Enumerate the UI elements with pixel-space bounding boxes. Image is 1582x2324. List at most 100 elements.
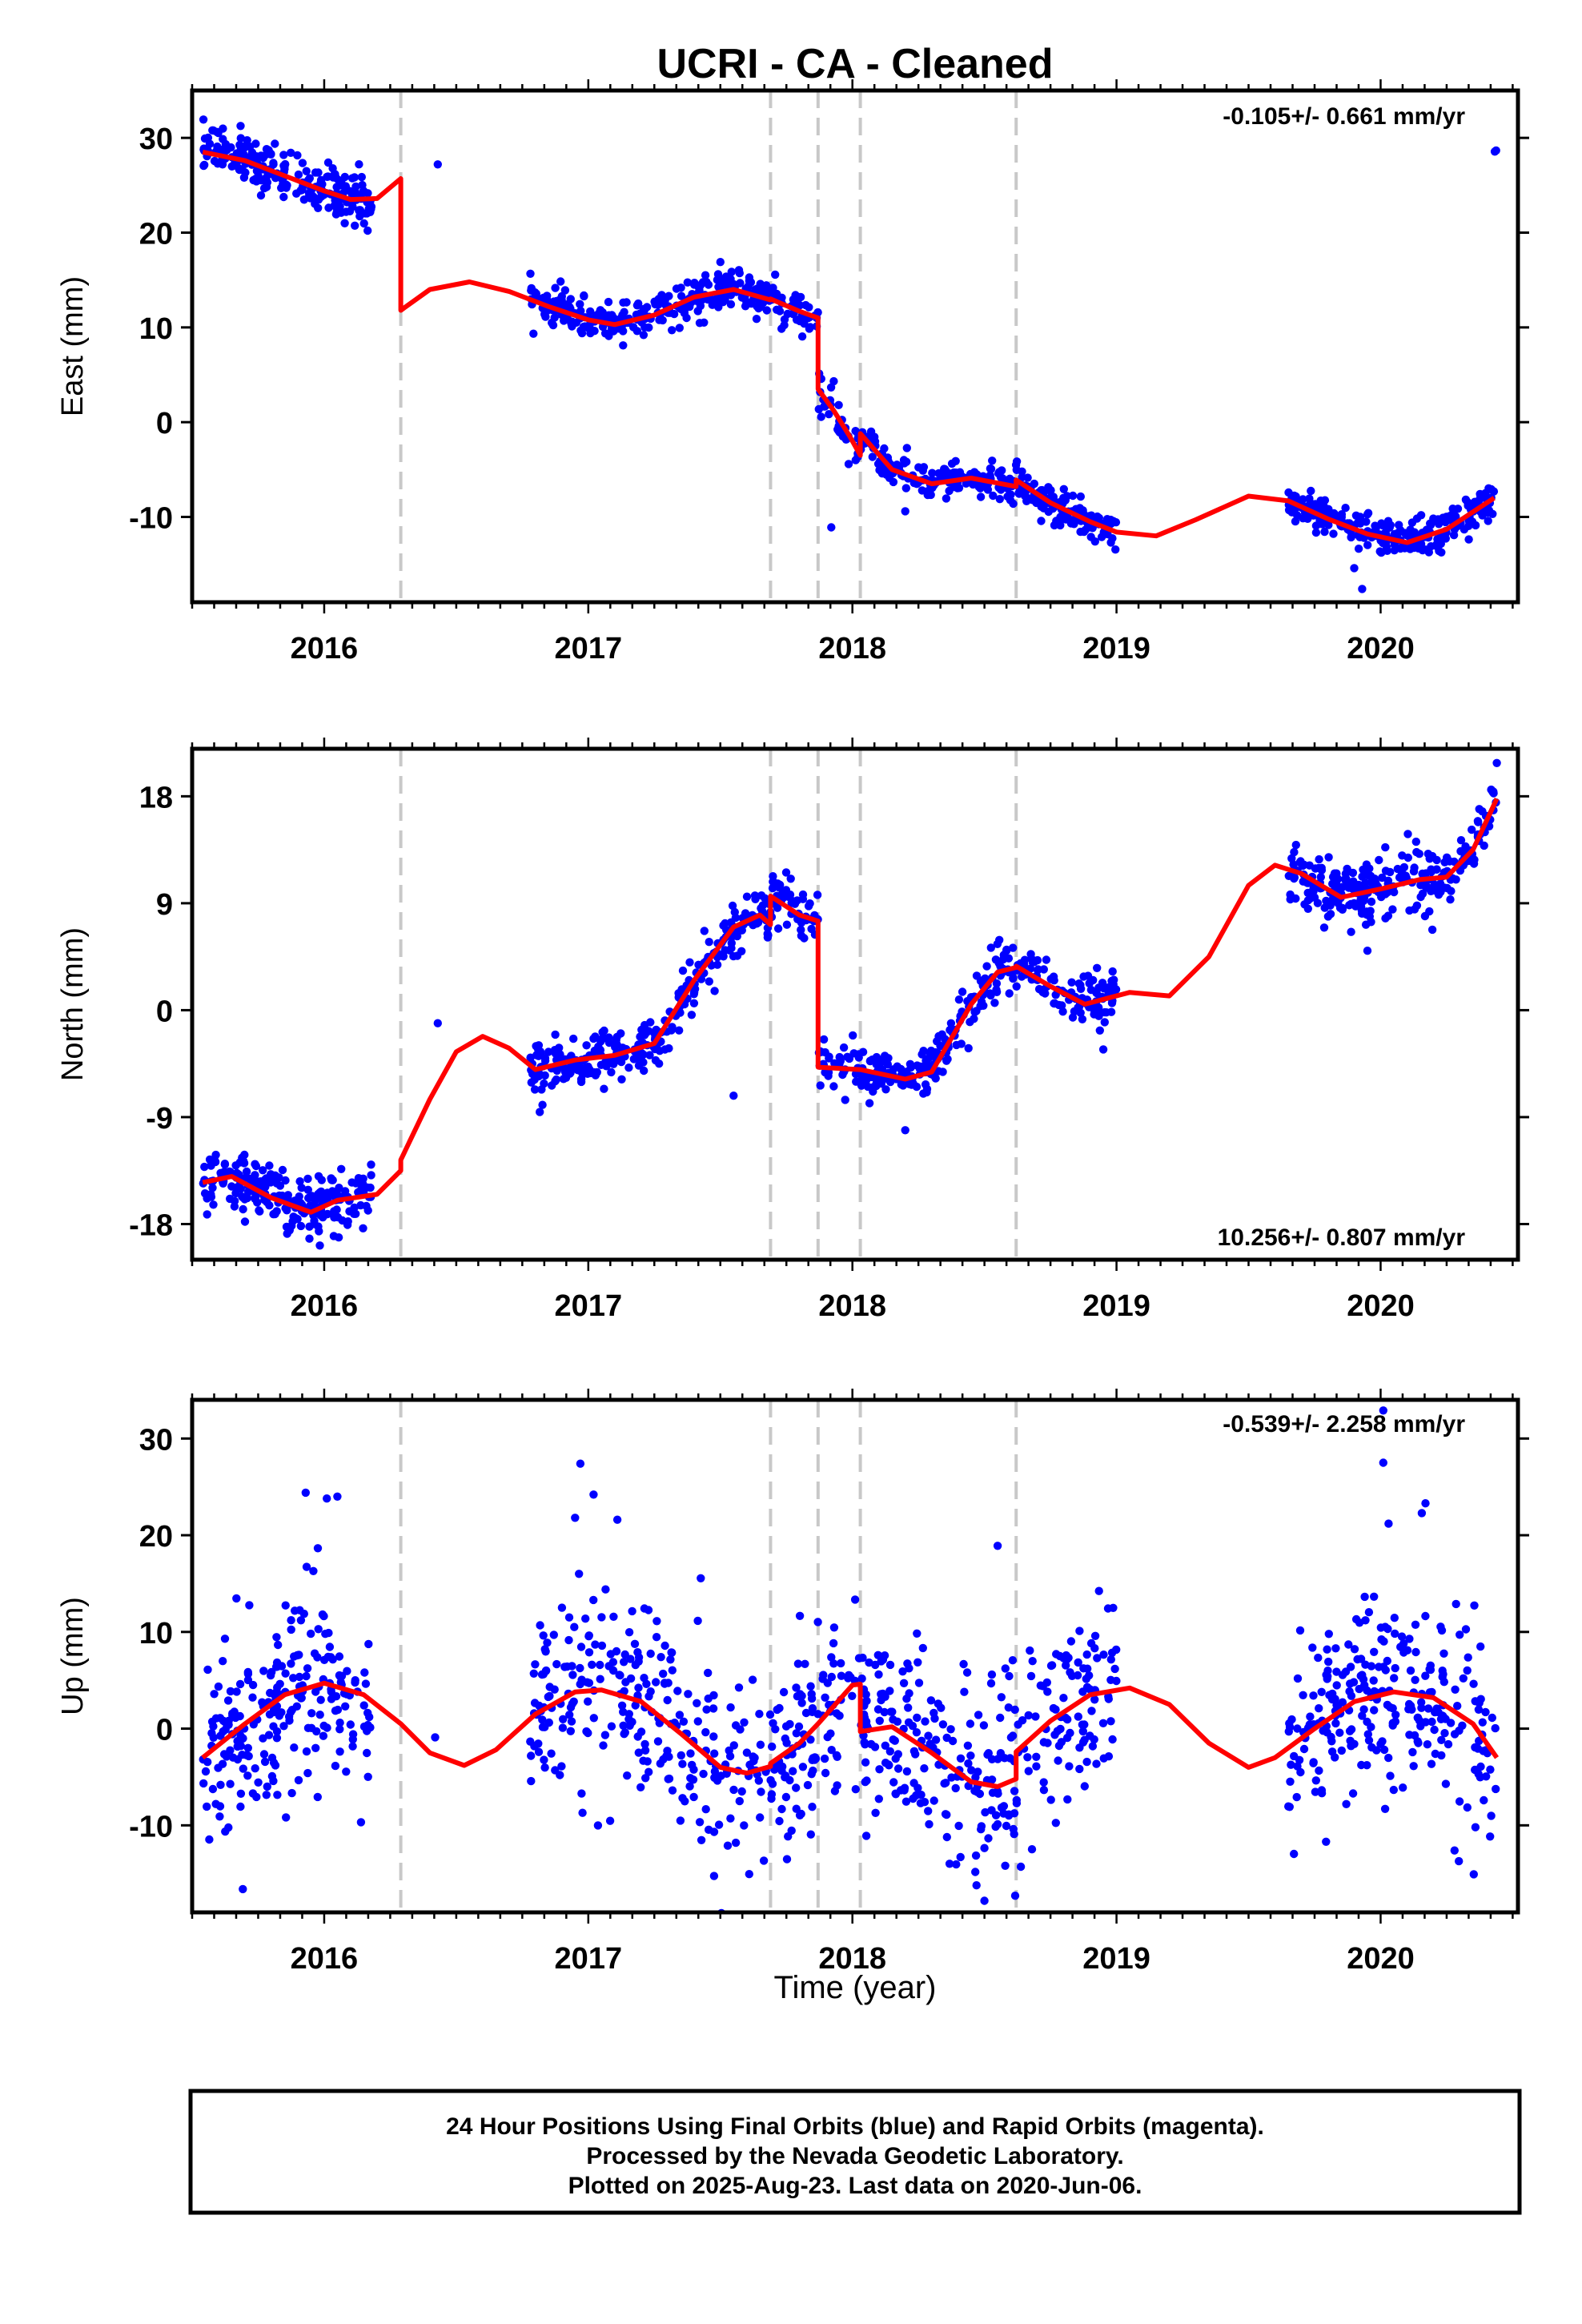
data-point xyxy=(248,1693,257,1702)
data-point xyxy=(644,1767,653,1776)
data-point xyxy=(1404,1705,1413,1714)
plot-area xyxy=(199,90,1500,602)
data-point xyxy=(1386,1771,1395,1780)
data-point xyxy=(311,1196,319,1205)
data-point xyxy=(212,127,222,136)
data-point xyxy=(337,1164,346,1174)
data-point xyxy=(290,1743,299,1752)
data-point xyxy=(219,1716,228,1726)
data-point xyxy=(1358,585,1367,593)
data-point xyxy=(726,1703,735,1712)
data-point xyxy=(902,457,911,466)
data-point xyxy=(1430,1725,1439,1735)
data-point xyxy=(1355,519,1365,528)
data-point xyxy=(223,1696,233,1705)
data-point xyxy=(1411,837,1421,846)
data-point xyxy=(930,1796,938,1805)
data-point xyxy=(962,1668,972,1677)
data-point xyxy=(1469,1679,1478,1688)
data-point xyxy=(1047,1661,1057,1670)
data-point xyxy=(584,1697,592,1706)
data-point xyxy=(1059,485,1069,493)
data-point xyxy=(986,943,996,952)
data-point xyxy=(1014,1720,1022,1729)
data-point xyxy=(976,493,986,501)
data-point xyxy=(995,495,1005,504)
data-point xyxy=(1450,1846,1460,1855)
data-point xyxy=(239,1204,247,1214)
data-point xyxy=(243,1188,253,1196)
data-point xyxy=(314,203,323,212)
data-point xyxy=(782,920,792,929)
data-point xyxy=(316,1695,325,1704)
data-point xyxy=(1432,855,1441,865)
data-point xyxy=(1054,1741,1064,1751)
data-point xyxy=(1108,967,1117,976)
data-point xyxy=(1379,1637,1388,1646)
data-point xyxy=(569,1034,578,1043)
data-point xyxy=(677,292,686,300)
data-point xyxy=(1317,863,1326,873)
data-point xyxy=(1463,1803,1472,1812)
data-point xyxy=(1440,1729,1449,1738)
data-point xyxy=(639,1050,648,1059)
data-point xyxy=(568,1662,576,1671)
data-point xyxy=(801,1659,809,1668)
data-point xyxy=(1361,920,1371,929)
data-point xyxy=(279,192,288,202)
data-point xyxy=(1074,1003,1083,1012)
data-point xyxy=(628,1606,636,1616)
data-point xyxy=(1478,1718,1488,1727)
data-point xyxy=(254,1778,263,1787)
y-tick-label: -10 xyxy=(129,502,173,536)
data-point xyxy=(620,1650,629,1659)
data-point xyxy=(646,1649,655,1659)
data-point xyxy=(366,1183,375,1192)
data-point xyxy=(1309,1759,1318,1767)
data-point xyxy=(577,1675,586,1684)
data-point xyxy=(813,1618,822,1626)
rate-label: -0.539+/- 2.258 mm/yr xyxy=(1223,1411,1465,1437)
data-point xyxy=(829,1082,838,1091)
data-point xyxy=(1380,1804,1390,1813)
data-point xyxy=(719,921,728,930)
data-point xyxy=(1320,903,1329,912)
data-point xyxy=(919,1047,928,1055)
data-point xyxy=(651,1055,661,1065)
data-point xyxy=(295,1606,304,1614)
data-point xyxy=(696,281,705,290)
data-point xyxy=(1464,1653,1472,1662)
data-point xyxy=(269,160,278,169)
data-point xyxy=(236,1184,245,1193)
data-point xyxy=(685,302,694,312)
data-point xyxy=(251,1764,259,1773)
data-point xyxy=(265,1161,274,1170)
data-point xyxy=(800,934,809,943)
data-point xyxy=(1412,847,1421,857)
data-point xyxy=(331,1761,340,1771)
data-point xyxy=(604,1662,613,1671)
data-point xyxy=(1032,1752,1041,1761)
data-point xyxy=(701,1727,710,1737)
data-point xyxy=(1370,1687,1379,1696)
data-point xyxy=(1292,1792,1301,1802)
data-point xyxy=(209,1733,218,1742)
data-point xyxy=(1093,963,1102,973)
data-point xyxy=(1344,1640,1353,1649)
data-point xyxy=(582,1041,591,1050)
data-point xyxy=(1492,758,1501,767)
data-point xyxy=(1455,1726,1464,1735)
data-point xyxy=(236,134,245,143)
y-tick-label: -10 xyxy=(129,1810,173,1844)
data-point xyxy=(947,459,957,468)
data-point xyxy=(1295,1626,1305,1635)
data-point xyxy=(705,977,713,986)
data-point xyxy=(219,1657,227,1666)
data-point xyxy=(271,1761,280,1770)
data-point xyxy=(988,456,997,465)
data-point xyxy=(701,1805,710,1814)
data-point xyxy=(640,1746,650,1755)
data-point xyxy=(529,1669,538,1678)
data-point xyxy=(365,1712,374,1722)
